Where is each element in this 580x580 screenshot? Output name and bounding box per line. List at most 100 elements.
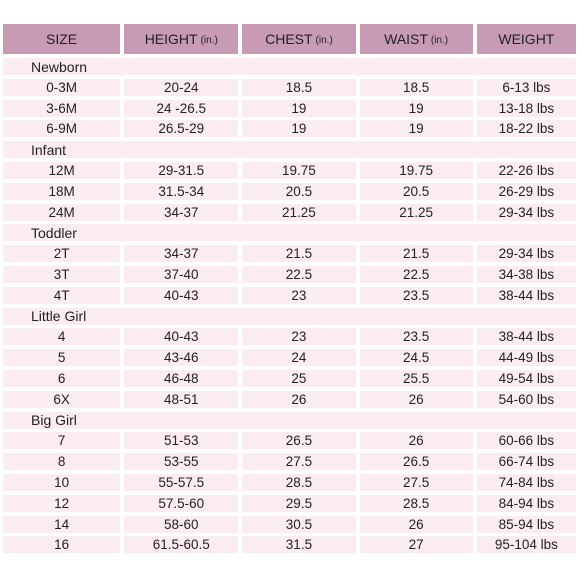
height-cell: 40-43: [124, 286, 239, 304]
height-cell: 31.5-34: [124, 182, 239, 200]
size-cell: 14: [3, 515, 121, 533]
chest-cell: 24: [242, 349, 356, 367]
table-row: 6X 48-51 26 26 54-60 lbs: [3, 390, 576, 408]
height-cell: 34-37: [124, 203, 239, 221]
height-cell: 26.5-29: [124, 120, 239, 138]
size-chart: SIZE HEIGHT (in.) CHEST (in.) WAIST (in.…: [3, 24, 576, 554]
header-waist: WAIST (in.): [359, 24, 473, 54]
chest-cell: 21.25: [242, 203, 356, 221]
weight-cell: 74-84 lbs: [476, 473, 576, 491]
height-cell: 34-37: [124, 245, 239, 263]
size-cell: 6-9M: [3, 120, 121, 138]
waist-cell: 23.5: [359, 328, 473, 346]
waist-cell: 28.5: [359, 494, 473, 512]
weight-cell: 85-94 lbs: [476, 515, 576, 533]
group-heading: Little Girl: [3, 307, 576, 325]
waist-cell: 19: [359, 120, 473, 138]
height-cell: 20-24: [124, 78, 239, 96]
chest-cell: 23: [242, 286, 356, 304]
weight-cell: 84-94 lbs: [476, 494, 576, 512]
chest-cell: 19: [242, 99, 356, 117]
waist-cell: 26: [359, 390, 473, 408]
table-row: 6 46-48 25 25.5 49-54 lbs: [3, 369, 576, 387]
table-row: 7 51-53 26.5 26 60-66 lbs: [3, 432, 576, 450]
waist-cell: 24.5: [359, 349, 473, 367]
chest-cell: 19: [242, 120, 356, 138]
table-row: 2T 34-37 21.5 21.5 29-34 lbs: [3, 245, 576, 263]
size-cell: 7: [3, 432, 121, 450]
chest-cell: 21.5: [242, 245, 356, 263]
header-label: WAIST: [384, 31, 428, 47]
waist-cell: 26.5: [359, 453, 473, 471]
size-cell: 16: [3, 536, 121, 554]
header-weight: WEIGHT: [476, 24, 576, 54]
weight-cell: 6-13 lbs: [476, 78, 576, 96]
height-cell: 46-48: [124, 369, 239, 387]
chest-cell: 31.5: [242, 536, 356, 554]
chest-cell: 19.75: [242, 161, 356, 179]
height-cell: 29-31.5: [124, 161, 239, 179]
chest-cell: 30.5: [242, 515, 356, 533]
weight-cell: 13-18 lbs: [476, 99, 576, 117]
table-row: 10 55-57.5 28.5 27.5 74-84 lbs: [3, 473, 576, 491]
header-chest: CHEST (in.): [242, 24, 356, 54]
waist-cell: 25.5: [359, 369, 473, 387]
chest-cell: 25: [242, 369, 356, 387]
size-cell: 12M: [3, 161, 121, 179]
height-cell: 57.5-60: [124, 494, 239, 512]
chest-cell: 28.5: [242, 473, 356, 491]
height-cell: 40-43: [124, 328, 239, 346]
height-cell: 61.5-60.5: [124, 536, 239, 554]
waist-cell: 21.25: [359, 203, 473, 221]
size-cell: 5: [3, 349, 121, 367]
height-cell: 37-40: [124, 265, 239, 283]
weight-cell: 29-34 lbs: [476, 203, 576, 221]
size-cell: 18M: [3, 182, 121, 200]
waist-cell: 27: [359, 536, 473, 554]
weight-cell: 38-44 lbs: [476, 328, 576, 346]
table-row: 4T 40-43 23 23.5 38-44 lbs: [3, 286, 576, 304]
waist-cell: 26: [359, 515, 473, 533]
table-row: 18M 31.5-34 20.5 20.5 26-29 lbs: [3, 182, 576, 200]
size-cell: 3T: [3, 265, 121, 283]
height-cell: 58-60: [124, 515, 239, 533]
header-unit: (in.): [430, 34, 449, 46]
waist-cell: 19.75: [359, 161, 473, 179]
weight-cell: 38-44 lbs: [476, 286, 576, 304]
chest-cell: 27.5: [242, 453, 356, 471]
group-heading: Infant: [3, 141, 576, 159]
weight-cell: 22-26 lbs: [476, 161, 576, 179]
height-cell: 53-55: [124, 453, 239, 471]
size-cell: 10: [3, 473, 121, 491]
chest-cell: 26: [242, 390, 356, 408]
weight-cell: 26-29 lbs: [476, 182, 576, 200]
table-row: 16 61.5-60.5 31.5 27 95-104 lbs: [3, 536, 576, 554]
header-label: HEIGHT: [144, 31, 198, 47]
weight-cell: 66-74 lbs: [476, 453, 576, 471]
size-cell: 6: [3, 369, 121, 387]
table-row: 6-9M 26.5-29 19 19 18-22 lbs: [3, 120, 576, 138]
waist-cell: 22.5: [359, 265, 473, 283]
table-row: 12M 29-31.5 19.75 19.75 22-26 lbs: [3, 161, 576, 179]
group-heading: Big Girl: [3, 411, 576, 429]
header-unit: (in.): [315, 34, 333, 46]
size-cell: 4T: [3, 286, 121, 304]
size-cell: 2T: [3, 245, 121, 263]
table-row: 0-3M 20-24 18.5 18.5 6-13 lbs: [3, 78, 576, 96]
table-row: 12 57.5-60 29.5 28.5 84-94 lbs: [3, 494, 576, 512]
chest-cell: 26.5: [242, 432, 356, 450]
size-cell: 4: [3, 328, 121, 346]
table-row: 8 53-55 27.5 26.5 66-74 lbs: [3, 453, 576, 471]
waist-cell: 21.5: [359, 245, 473, 263]
group-heading: Newborn: [3, 58, 576, 75]
weight-cell: 95-104 lbs: [476, 536, 576, 554]
table-row: 3T 37-40 22.5 22.5 34-38 lbs: [3, 265, 576, 283]
weight-cell: 29-34 lbs: [476, 245, 576, 263]
waist-cell: 27.5: [359, 473, 473, 491]
header-size: SIZE: [3, 24, 121, 54]
waist-cell: 20.5: [359, 182, 473, 200]
weight-cell: 54-60 lbs: [476, 390, 576, 408]
chest-cell: 22.5: [242, 265, 356, 283]
chest-cell: 29.5: [242, 494, 356, 512]
size-cell: 12: [3, 494, 121, 512]
